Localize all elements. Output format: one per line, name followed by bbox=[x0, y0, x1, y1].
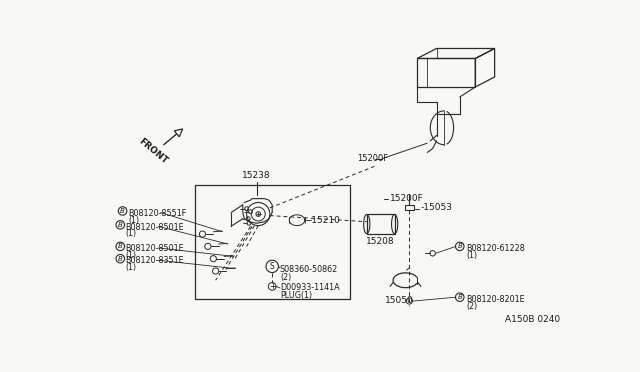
Text: S: S bbox=[270, 262, 275, 271]
Text: (1): (1) bbox=[125, 251, 137, 260]
Text: B08120-8351E: B08120-8351E bbox=[125, 256, 184, 265]
Text: (1): (1) bbox=[125, 263, 137, 272]
Text: 15050: 15050 bbox=[385, 296, 413, 305]
Text: B08120-8501E: B08120-8501E bbox=[125, 244, 184, 253]
Text: A150B 0240: A150B 0240 bbox=[506, 315, 561, 324]
Text: (2): (2) bbox=[466, 302, 477, 311]
Bar bbox=[404, 205, 414, 210]
Text: (1): (1) bbox=[466, 251, 477, 260]
Text: FRONT: FRONT bbox=[137, 136, 169, 166]
Text: (1): (1) bbox=[125, 230, 137, 238]
Text: B08120-8501E: B08120-8501E bbox=[125, 222, 184, 231]
Text: 15208: 15208 bbox=[366, 237, 395, 246]
Text: B: B bbox=[458, 243, 462, 249]
Text: PLUG(1): PLUG(1) bbox=[280, 291, 312, 300]
Bar bbox=[195, 185, 349, 299]
Text: B08120-61228: B08120-61228 bbox=[466, 244, 525, 253]
Text: 15238: 15238 bbox=[243, 171, 271, 180]
Text: S08360-50862: S08360-50862 bbox=[280, 265, 338, 274]
Text: B: B bbox=[118, 222, 123, 228]
Text: B: B bbox=[118, 243, 123, 249]
Text: +: + bbox=[269, 282, 276, 291]
Text: B08120-8551F: B08120-8551F bbox=[128, 209, 186, 218]
Text: 15200F: 15200F bbox=[390, 194, 424, 203]
Text: B: B bbox=[458, 294, 462, 300]
Text: (2): (2) bbox=[280, 273, 291, 282]
Text: D00933-1141A: D00933-1141A bbox=[280, 283, 340, 292]
Text: 15200F: 15200F bbox=[358, 154, 388, 163]
Text: B: B bbox=[118, 256, 123, 262]
Bar bbox=[367, 214, 395, 234]
Text: (1): (1) bbox=[128, 216, 139, 225]
Text: B08120-8201E: B08120-8201E bbox=[466, 295, 525, 304]
Text: B: B bbox=[120, 208, 125, 214]
Text: -15210: -15210 bbox=[308, 216, 340, 225]
Text: -15053: -15053 bbox=[421, 203, 453, 212]
Polygon shape bbox=[174, 129, 182, 137]
